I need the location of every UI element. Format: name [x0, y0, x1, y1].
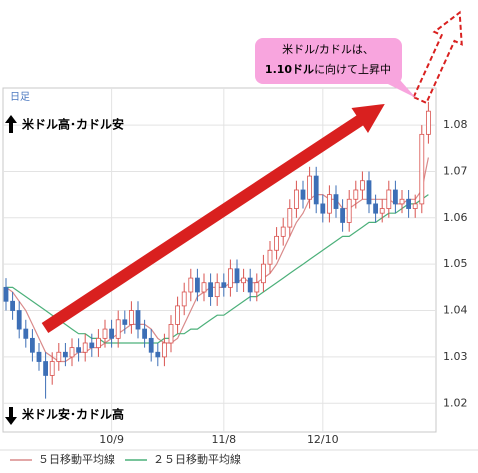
legend-label: ５日移動平均線 [38, 452, 115, 466]
annotation-down: 米ドル安･カドル高 [22, 407, 124, 422]
down-icon [5, 407, 17, 425]
candle-body [69, 347, 75, 358]
annotation-up: 米ドル高･カドル安 [22, 117, 124, 132]
candle-body [287, 208, 293, 228]
candle-body [254, 282, 260, 293]
candle-body [267, 249, 273, 265]
candle-body [175, 305, 181, 325]
candle-body [36, 351, 42, 362]
legend-label: ２５日移動平均線 [153, 452, 241, 466]
candle-body [247, 277, 253, 293]
candle-body [392, 189, 398, 205]
candle-body [161, 342, 167, 358]
candle-body [307, 175, 313, 200]
candle-body [194, 277, 200, 293]
candle-body [274, 235, 280, 251]
y-tick-label: 1.02 [443, 396, 468, 409]
candle-body [300, 189, 306, 200]
candle-body [346, 198, 352, 223]
candle-body [313, 175, 319, 205]
candle-body [148, 337, 154, 353]
y-tick-label: 1.04 [443, 304, 468, 317]
plot-area [2, 87, 437, 433]
candle-body [406, 198, 412, 209]
candles [3, 101, 431, 399]
trend-arrow-shape [41, 103, 385, 334]
candle-body [399, 198, 405, 205]
candle-body [425, 110, 431, 135]
legend: ５日移動平均線 ２５日移動平均線 [10, 452, 241, 466]
candle-body [208, 282, 214, 298]
candle-body [96, 337, 101, 349]
candle-body [142, 328, 148, 339]
candle-body [353, 189, 359, 200]
trend-arrow [41, 103, 385, 334]
callout-line1: 米ドル/カドルは、 [282, 43, 374, 56]
candle-body [3, 286, 9, 302]
candle-body [29, 337, 35, 353]
candle-body [155, 351, 161, 358]
callout-rest: に向けて上昇中 [314, 62, 391, 76]
candle-body [115, 319, 121, 339]
candle-body [280, 226, 286, 237]
candle-body [366, 180, 372, 205]
x-tick-label: 10/9 [99, 433, 124, 446]
candle-body [63, 351, 68, 358]
candle-body [82, 342, 88, 353]
y-tick-label: 1.07 [443, 164, 468, 177]
candle-body [109, 328, 114, 339]
callout-bold: 1.10ドル [265, 63, 314, 76]
candle-body [412, 203, 418, 209]
callout-line2: 1.10ドルに向けて上昇中 [265, 62, 391, 76]
y-tick-label: 1.05 [443, 257, 468, 270]
period-label: 日足 [10, 91, 30, 103]
candle-body [326, 194, 332, 214]
candle-body [419, 133, 425, 205]
candle-body [293, 189, 299, 209]
candle-body [234, 268, 240, 284]
candle-body [333, 194, 339, 209]
candle-body [260, 263, 266, 284]
callout-pointer [380, 80, 416, 98]
y-tick-label: 1.03 [443, 350, 468, 363]
candle-body [227, 268, 233, 288]
target-arrow-shape [412, 10, 463, 105]
candle-body [16, 310, 22, 330]
candle-body [181, 291, 187, 307]
y-tick-label: 1.08 [443, 118, 468, 131]
candle-body [56, 351, 62, 362]
candle-body [379, 208, 385, 214]
y-tick-label: 1.06 [443, 211, 468, 224]
x-tick-label: 11/8 [211, 433, 236, 446]
candle-body [49, 361, 55, 376]
candle-body [386, 189, 392, 209]
candle-body [43, 361, 48, 376]
candle-body [214, 282, 220, 298]
candle-body [320, 203, 326, 214]
candle-body [122, 319, 128, 325]
candle-body [23, 328, 29, 339]
up-icon [5, 115, 17, 133]
candle-body [201, 282, 207, 293]
candle-body [188, 277, 194, 293]
moving-average-line [6, 194, 429, 344]
candle-body [359, 180, 365, 191]
candle-body [10, 300, 16, 311]
candle-body [89, 342, 95, 349]
candle-body [221, 282, 227, 288]
candle-body [373, 203, 379, 214]
candle-body [128, 310, 134, 325]
candle-body [168, 324, 174, 344]
candle-body [76, 347, 81, 353]
callout-box [255, 38, 402, 84]
candle-body [102, 328, 108, 339]
target-arrow [412, 10, 463, 105]
x-tick-label: 12/10 [307, 433, 339, 446]
candle-body [135, 310, 141, 330]
candle-body [340, 208, 346, 223]
candle-body [241, 277, 247, 284]
